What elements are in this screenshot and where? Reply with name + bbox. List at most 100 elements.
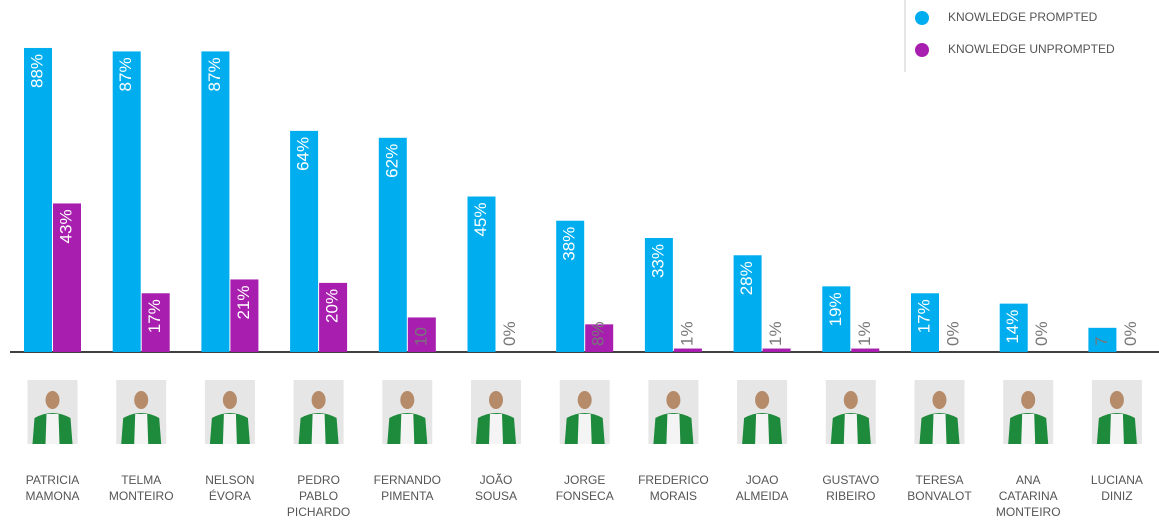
value-label: 28%: [737, 261, 756, 295]
athlete-photo: [826, 380, 876, 444]
head: [223, 391, 237, 409]
athlete-photo: [28, 380, 78, 444]
value-label: 14%: [1003, 310, 1022, 344]
athlete-name: JOAO: [746, 473, 779, 487]
athlete-photo: [648, 380, 698, 444]
head: [312, 391, 326, 409]
value-label: 45%: [471, 203, 490, 237]
athlete-name: MONTEIRO: [109, 489, 174, 503]
jacket-front: [1021, 414, 1035, 444]
bar: [24, 48, 52, 352]
athlete-photo: [915, 380, 965, 444]
athlete-name: GUSTAVO: [822, 473, 879, 487]
athlete-name: DINIZ: [1101, 489, 1132, 503]
athlete-photo: [737, 380, 787, 444]
value-label: 17%: [914, 299, 933, 333]
value-label: 10: [411, 327, 430, 346]
athlete-name: LUCIANA: [1091, 473, 1143, 487]
head: [489, 391, 503, 409]
athlete-name: PIMENTA: [381, 489, 433, 503]
athlete-name: BONVALOT: [907, 489, 972, 503]
jacket-front: [46, 414, 60, 444]
athlete-name: MONTEIRO: [996, 505, 1061, 519]
legend-label: KNOWLEDGE PROMPTED: [948, 10, 1098, 24]
athlete-photo: [382, 380, 432, 444]
value-label: 64%: [294, 137, 313, 171]
athlete-name: JOÃO: [480, 473, 513, 487]
jacket-front: [844, 414, 858, 444]
jacket-front: [933, 414, 947, 444]
bar: [763, 349, 791, 352]
jacket-front: [134, 414, 148, 444]
value-label: 1%: [766, 321, 785, 346]
value-label: 88%: [27, 54, 46, 88]
athlete-name: CATARINA: [999, 489, 1058, 503]
value-label: 38%: [560, 227, 579, 261]
athlete-name: MAMONA: [26, 489, 80, 503]
head: [400, 391, 414, 409]
legend-label: KNOWLEDGE UNPROMPTED: [948, 42, 1115, 56]
athlete-name: ÉVORA: [209, 488, 251, 503]
value-label: 0%: [500, 321, 519, 346]
athlete-photo: [294, 380, 344, 444]
athlete-photo: [205, 380, 255, 444]
bar: [201, 51, 229, 352]
value-label: 43%: [56, 209, 75, 243]
athlete-name: SOUSA: [475, 489, 517, 503]
value-label: 20%: [323, 289, 342, 323]
head: [755, 391, 769, 409]
athlete-name: TELMA: [121, 473, 161, 487]
athlete-photo: [471, 380, 521, 444]
value-label: 1%: [677, 321, 696, 346]
athlete-name: PATRICIA: [26, 473, 80, 487]
head: [578, 391, 592, 409]
bar: [851, 349, 879, 352]
athlete-name: PEDRO: [297, 473, 340, 487]
value-label: 7: [1092, 337, 1111, 346]
value-label: 19%: [826, 292, 845, 326]
chart: KNOWLEDGE PROMPTED KNOWLEDGE UNPROMPTED 88…: [0, 0, 1159, 525]
value-label: 62%: [382, 144, 401, 178]
head: [844, 391, 858, 409]
bar: [113, 51, 141, 352]
value-label: 17%: [145, 299, 164, 333]
head: [933, 391, 947, 409]
athlete-name: NELSON: [205, 473, 254, 487]
athlete-name: FONSECA: [556, 489, 614, 503]
jacket-front: [223, 414, 237, 444]
jacket-front: [578, 414, 592, 444]
athlete-name: FREDERICO: [638, 473, 709, 487]
value-label: 1%: [855, 321, 874, 346]
athlete-photo: [1003, 380, 1053, 444]
jacket-front: [400, 414, 414, 444]
value-label: 21%: [234, 285, 253, 319]
head: [1110, 391, 1124, 409]
athlete-name: MORAIS: [650, 489, 697, 503]
athlete-name: ANA: [1016, 473, 1041, 487]
jacket-front: [1110, 414, 1124, 444]
athlete-name: TERESA: [915, 473, 963, 487]
value-label: 33%: [648, 244, 667, 278]
athlete-name: PABLO: [299, 489, 338, 503]
head: [666, 391, 680, 409]
legend-swatch: [915, 43, 929, 57]
jacket-front: [489, 414, 503, 444]
athlete-name: PICHARDO: [287, 505, 350, 519]
bar: [674, 349, 702, 352]
athlete-name: RIBEIRO: [826, 489, 875, 503]
head: [46, 391, 60, 409]
athlete-photo: [560, 380, 610, 444]
legend-swatch: [915, 11, 929, 25]
head: [134, 391, 148, 409]
jacket-front: [755, 414, 769, 444]
jacket-front: [312, 414, 326, 444]
head: [1021, 391, 1035, 409]
value-label: 87%: [205, 57, 224, 91]
jacket-front: [666, 414, 680, 444]
athlete-photo: [1092, 380, 1142, 444]
value-label: 0%: [943, 321, 962, 346]
athlete-name: FERNANDO: [374, 473, 441, 487]
value-label: 8%: [589, 321, 608, 346]
value-label: 0%: [1121, 321, 1140, 346]
athlete-name: JORGE: [564, 473, 605, 487]
